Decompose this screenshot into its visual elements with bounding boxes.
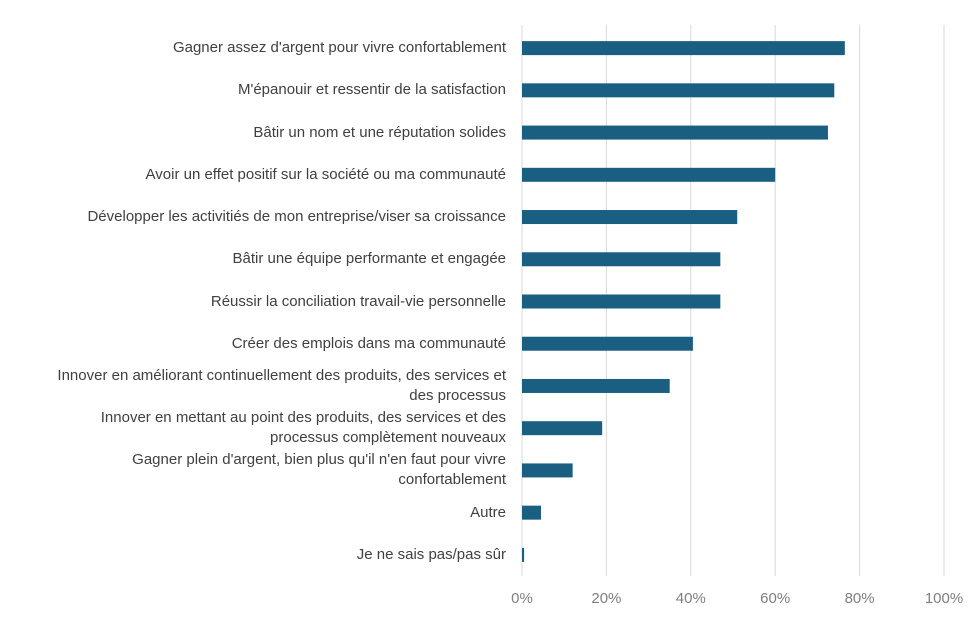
x-tick-label: 20%	[591, 590, 622, 607]
bar-8	[522, 378, 670, 393]
category-label: Bâtir une équipe performante et engagée	[232, 250, 506, 268]
x-tick-label: 60%	[760, 590, 791, 607]
category-label: Réussir la conciliation travail-vie pers…	[210, 292, 506, 310]
x-tick-label: 100%	[924, 590, 964, 607]
bar-9	[522, 421, 603, 436]
x-tick-label: 80%	[844, 590, 875, 607]
category-label: Créer des emplois dans ma communauté	[231, 334, 506, 352]
category-label: Autre	[470, 503, 506, 521]
bar-2	[522, 125, 828, 140]
bar-1	[522, 83, 835, 98]
category-label: Innover en mettant au point des produits…	[100, 409, 506, 447]
category-label: Avoir un effet positif sur la société ou…	[145, 165, 506, 183]
category-label: Innover en améliorant continuellement de…	[57, 366, 506, 404]
bar-10	[522, 463, 573, 478]
category-label: Je ne sais pas/pas sûr	[356, 545, 506, 563]
bar-0	[522, 41, 845, 56]
category-label: Gagner assez d'argent pour vivre confort…	[172, 39, 506, 57]
bar-12	[522, 547, 525, 562]
bar-6	[522, 294, 721, 309]
category-label: M'épanouir et ressentir de la satisfacti…	[237, 81, 506, 99]
category-label: Gagner plein d'argent, bien plus qu'il n…	[132, 451, 506, 489]
x-tick-label: 40%	[675, 590, 706, 607]
bars	[522, 41, 845, 562]
category-label: Développer les activitiés de mon entrepr…	[87, 208, 506, 226]
bar-11	[522, 505, 541, 520]
bar-4	[522, 210, 738, 225]
bar-7	[522, 336, 693, 351]
bar-3	[522, 167, 776, 182]
x-tick-label: 0%	[511, 590, 533, 607]
bar-5	[522, 252, 721, 267]
category-label: Bâtir un nom et une réputation solides	[253, 123, 506, 141]
